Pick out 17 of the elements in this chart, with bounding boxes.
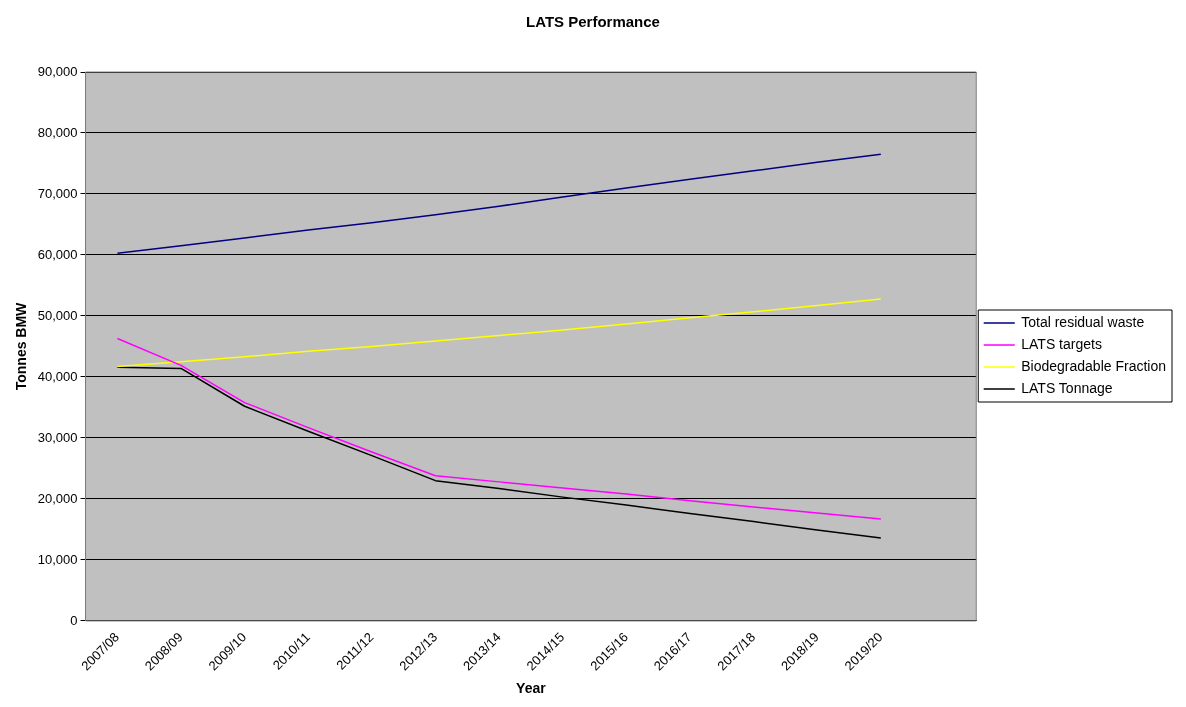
x-axis-title: Year: [516, 680, 547, 697]
y-tick-label: 90,000: [37, 63, 78, 79]
y-tick-label: 20,000: [37, 490, 78, 506]
y-tick-label: 50,000: [37, 307, 78, 323]
legend-label: LATS Tonnage: [1021, 379, 1113, 396]
legend-label: LATS targets: [1021, 335, 1102, 352]
y-tick-label: 40,000: [37, 368, 78, 384]
y-tick-label: 80,000: [37, 124, 78, 140]
legend-label: Total residual waste: [1021, 313, 1145, 330]
y-tick-label: 70,000: [37, 185, 78, 201]
y-axis-title: Tonnes BMW: [13, 301, 30, 391]
legend-label: Biodegradable Fraction: [1021, 357, 1167, 374]
y-tick-label: 10,000: [37, 551, 78, 567]
y-tick-label: 30,000: [37, 429, 78, 445]
y-tick-label: 0: [70, 612, 78, 628]
y-tick-label: 60,000: [37, 246, 78, 262]
chart-title: LATS Performance: [526, 13, 660, 31]
